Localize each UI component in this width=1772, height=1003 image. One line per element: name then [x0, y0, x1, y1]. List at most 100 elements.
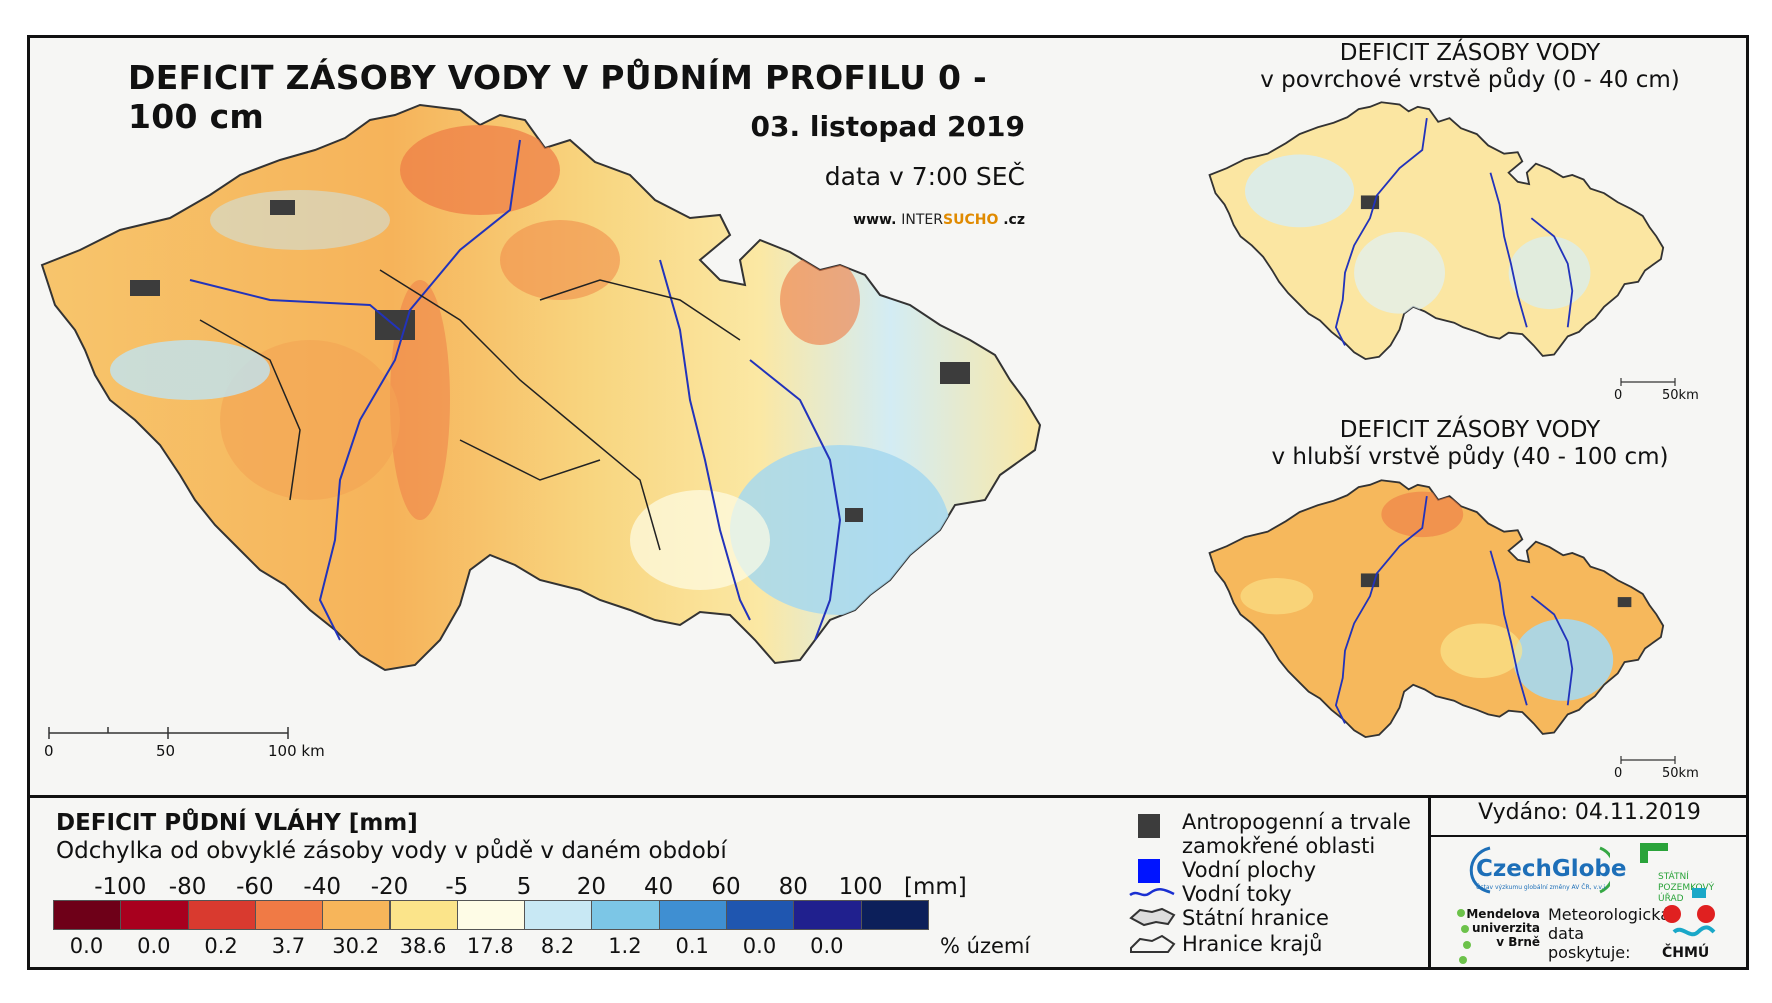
legend-swatch — [53, 900, 122, 930]
spu-logo-icon — [1640, 843, 1668, 863]
spu-logo: STÁTNÍ POZEMKOVÝ ÚŘAD — [1658, 872, 1714, 905]
anthropogenic-label: Antropogenní a trvale zamokřené oblasti — [1182, 810, 1411, 858]
meteo-line1: Meteorologická — [1548, 905, 1670, 924]
legend-tick-label: -100 — [94, 874, 147, 900]
legend-percent-value: 17.8 — [466, 934, 514, 958]
scale-50: 50 — [156, 742, 176, 760]
stream-symbol — [1129, 888, 1175, 897]
legend-tick-label: -5 — [445, 874, 469, 900]
scale-100: 100 km — [268, 742, 325, 760]
legend-percent-label: % území — [940, 934, 1031, 958]
legend-percent-value: 0.0 — [810, 934, 844, 958]
legend-percent-value: 0.0 — [137, 934, 171, 958]
stream-label: Vodní toky — [1182, 882, 1292, 906]
legend-swatch — [726, 900, 795, 930]
website-suffix: .cz — [1003, 212, 1025, 228]
region-border-label: Hranice krajů — [1182, 932, 1323, 956]
legend-swatch — [524, 900, 593, 930]
map-title: DEFICIT ZÁSOBY VODY V PŮDNÍM PROFILU 0 -… — [128, 58, 988, 136]
legend-percent-value: 0.1 — [675, 934, 709, 958]
region-border-symbol — [1130, 934, 1176, 953]
legend-percent-value: 0.0 — [69, 934, 104, 958]
legend-swatch — [389, 900, 458, 930]
inset-bottom-title: DEFICIT ZÁSOBY VODY v hlubší vrstvě půdy… — [1220, 417, 1720, 471]
legend-tick-label: -80 — [168, 874, 207, 900]
legend-percent-value: 0.0 — [742, 934, 777, 958]
legend-swatch — [254, 900, 324, 930]
spu-line3: ÚŘAD — [1658, 894, 1684, 904]
mendel-dots-icon — [1457, 909, 1471, 964]
czechglobe-logo: CzechGlobe — [1476, 856, 1627, 882]
legend-swatch — [187, 900, 256, 930]
legend-swatch — [322, 900, 391, 930]
legend-swatch — [658, 900, 727, 930]
czechglobe-logo-icon — [1469, 846, 1610, 894]
legend-percent-value: 30.2 — [332, 934, 380, 958]
inset-top-line1: DEFICIT ZÁSOBY VODY — [1339, 40, 1601, 66]
state-border-label: Státní hranice — [1182, 906, 1329, 930]
main-map — [41, 104, 1041, 671]
state-border-symbol — [1129, 907, 1176, 927]
inset-top-scale-0: 0 — [1614, 388, 1623, 403]
legend-tick-label: 20 — [576, 874, 607, 900]
chmu-logo: ČHMÚ — [1662, 945, 1710, 961]
legend-percent-value: 8.2 — [540, 934, 575, 958]
legend-tick-label: 100 — [838, 874, 883, 900]
legend-swatch — [860, 900, 929, 930]
inset-bottom-scale-bar — [1620, 756, 1676, 764]
legend-tick-label: 40 — [644, 874, 674, 900]
website-link[interactable]: www. INTERSUCHO .cz — [830, 212, 1025, 228]
legend-tick-label: -20 — [370, 874, 409, 900]
legend-tick-label: 60 — [711, 874, 741, 900]
legend-divider — [27, 795, 1749, 798]
legend-percent-value: 0.2 — [204, 934, 238, 958]
main-scale-bar — [48, 727, 289, 739]
inset-top-line2: v povrchové vrstvě půdy (0 - 40 cm) — [1260, 67, 1680, 93]
anthropogenic-symbol — [1138, 814, 1160, 838]
inset-bottom-line1: DEFICIT ZÁSOBY VODY — [1339, 417, 1601, 443]
scale-0: 0 — [44, 742, 54, 760]
legend-swatch — [793, 900, 862, 930]
inset-bottom-map — [1208, 479, 1665, 739]
inset-top-map — [1208, 101, 1665, 360]
czechglobe-subtitle: Ústav výzkumu globální změny AV ČR, v.v.… — [1476, 884, 1607, 891]
inset-top-scale-50: 50km — [1662, 388, 1699, 403]
inset-top-title: DEFICIT ZÁSOBY VODY v povrchové vrstvě p… — [1220, 40, 1720, 94]
legend-percent-value: 1.2 — [608, 934, 642, 958]
meteo-line3: poskytuje: — [1548, 943, 1631, 962]
legend-percent-value: 38.6 — [399, 934, 447, 958]
website-sucho: SUCHO — [943, 212, 999, 228]
legend-swatch — [591, 900, 660, 930]
water-area-symbol — [1138, 859, 1160, 883]
legend-unit: [mm] — [904, 874, 967, 900]
meteo-line2: data — [1548, 924, 1585, 943]
spu-line1: STÁTNÍ — [1658, 872, 1689, 882]
legend-tick-label: 80 — [778, 874, 808, 900]
legend-tick-label: -40 — [303, 874, 341, 900]
mendel-line2: univerzita — [1471, 921, 1540, 935]
chmu-logo-icon — [1663, 888, 1716, 937]
mendel-line1: Mendelova — [1466, 907, 1540, 921]
legend-subtitle: Odchylka od obvyklé zásoby vody v půdě v… — [56, 838, 727, 864]
map-date: 03. listopad 2019 — [750, 110, 1026, 143]
legend-title: DEFICIT PŮDNÍ VLÁHY [mm] — [56, 810, 418, 836]
issued-divider — [1430, 835, 1749, 837]
issued-date: Vydáno: 04.11.2019 — [1478, 800, 1701, 825]
legend-swatch — [120, 900, 189, 930]
website-inter: INTER — [901, 212, 944, 228]
website-prefix: www. — [853, 212, 897, 228]
water-area-label: Vodní plochy — [1182, 858, 1317, 882]
inset-top-scale-bar — [1620, 378, 1676, 386]
legend-percent-value: 3.7 — [271, 934, 306, 958]
mendel-line3: v Brně — [1496, 935, 1540, 949]
inset-bottom-line2: v hlubší vrstvě půdy (40 - 100 cm) — [1271, 444, 1669, 470]
spu-line2: POZEMKOVÝ — [1658, 883, 1715, 893]
legend-tick-label: 5 — [516, 874, 532, 900]
inset-bottom-scale-0: 0 — [1614, 766, 1623, 781]
mendel-logo: Mendelova univerzita v Brně — [1465, 907, 1540, 949]
inset-bottom-scale-50: 50km — [1662, 766, 1699, 781]
legend-right-divider — [1428, 795, 1431, 970]
legend-swatch — [456, 900, 526, 930]
legend-tick-label: -60 — [236, 874, 274, 900]
data-time: data v 7:00 SEČ — [824, 162, 1025, 191]
